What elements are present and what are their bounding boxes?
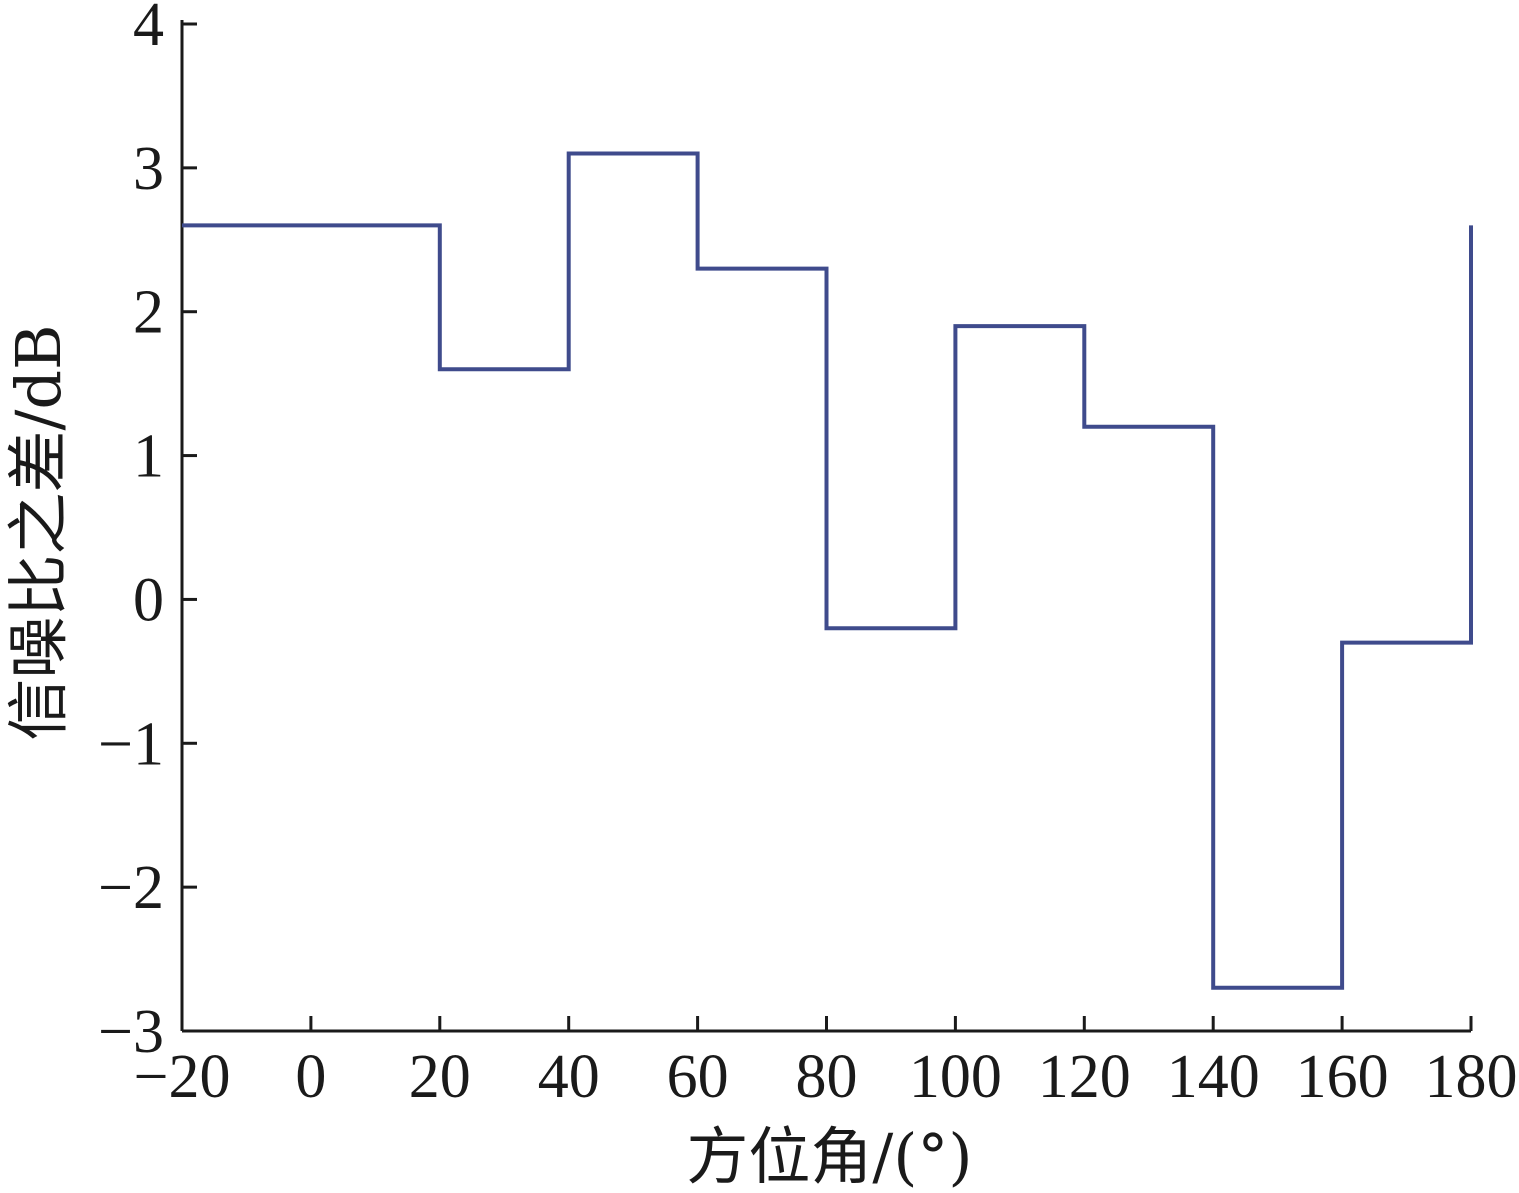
x-tick-label: 40 [538,1043,600,1111]
x-tick-label: 180 [1425,1043,1518,1111]
y-tick-label: −1 [98,710,164,778]
y-tick-label: −3 [98,998,164,1066]
y-tick-label: 1 [133,423,164,491]
y-tick-label: 3 [133,135,164,203]
y-tick-label: −2 [98,854,164,922]
x-tick-label: 140 [1167,1043,1260,1111]
series-line [182,151,1473,990]
y-tick-label: 0 [133,566,164,634]
series [182,151,1473,990]
x-tick-label: −20 [134,1043,231,1111]
x-tick-label: 100 [909,1043,1002,1111]
y-tick-label: 2 [133,279,164,347]
x-tick-label: 160 [1296,1043,1389,1111]
y-tick-label: 4 [133,0,164,59]
x-tick-label: 60 [667,1043,729,1111]
x-axis-title: 方位角/(°) [686,1120,972,1193]
y-axis-title: 信噪比之差/dB [2,324,75,740]
x-tick-label: 20 [409,1043,471,1111]
x-tick-label: 120 [1038,1043,1131,1111]
ticks: 4 3 2 1 0 −1 −2 −3−20 0 20 40 60 80 100 120 140 160 180 [98,0,1517,1111]
x-tick-label: 0 [295,1043,326,1111]
x-tick-label: 80 [796,1043,858,1111]
